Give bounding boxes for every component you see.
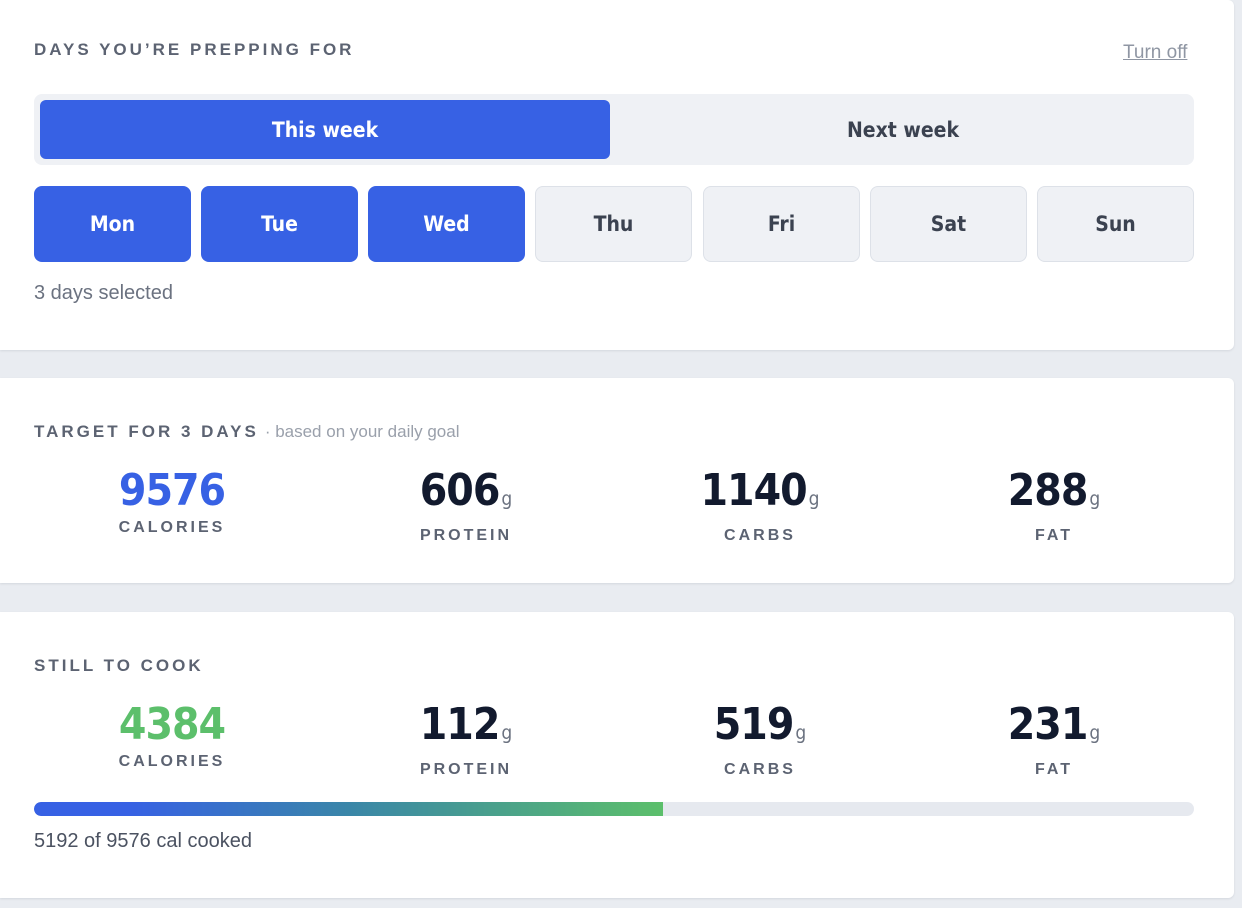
target-protein: 606 g PROTEIN: [341, 465, 591, 545]
day-selector: Mon Tue Wed Thu Fri Sat Sun: [34, 186, 1194, 262]
day-sat-button[interactable]: Sat: [870, 186, 1027, 262]
cook-fat-value-wrap: 231 g: [929, 699, 1179, 759]
prep-days-title: DAYS YOU’RE PREPPING FOR: [34, 40, 355, 59]
day-thu-button[interactable]: Thu: [535, 186, 692, 262]
cook-fat-label: FAT: [1034, 761, 1074, 778]
target-fat-label: FAT: [1034, 527, 1074, 544]
target-title: TARGET FOR 3 DAYS · based on your daily g…: [34, 422, 460, 442]
cook-protein-value: 112: [419, 699, 501, 750]
cook-title: STILL TO COOK: [34, 656, 204, 675]
cook-protein: 112 g PROTEIN: [341, 699, 591, 779]
cook-calories-value: 4384: [118, 699, 226, 750]
next-week-button[interactable]: Next week: [846, 117, 960, 142]
prep-days-card: DAYS YOU’RE PREPPING FOR Turn off This w…: [0, 0, 1234, 350]
target-subtitle: · based on your daily goal: [264, 422, 460, 441]
cook-calories-label: CALORIES: [118, 753, 226, 770]
cook-progress-fill: [34, 802, 663, 816]
target-carbs-unit: g: [808, 488, 820, 510]
target-carbs-value-wrap: 1140 g: [635, 465, 885, 525]
target-calories-label: CALORIES: [118, 519, 226, 536]
cook-carbs-value: 519: [713, 699, 795, 750]
this-week-button[interactable]: This week: [40, 100, 610, 159]
target-protein-value-wrap: 606 g: [341, 465, 591, 525]
day-mon-button[interactable]: Mon: [34, 186, 191, 262]
turn-off-link[interactable]: Turn off: [1123, 42, 1188, 63]
target-title-text: TARGET FOR 3 DAYS: [34, 422, 259, 441]
cook-protein-label: PROTEIN: [419, 761, 513, 778]
cook-carbs: 519 g CARBS: [635, 699, 885, 779]
cook-fat-unit: g: [1089, 722, 1101, 744]
target-card: TARGET FOR 3 DAYS · based on your daily g…: [0, 378, 1234, 583]
days-selected-count: 3 days selected: [34, 282, 173, 304]
cook-progress-bar: [34, 802, 1194, 816]
day-sun-button[interactable]: Sun: [1037, 186, 1194, 262]
target-carbs: 1140 g CARBS: [635, 465, 885, 545]
cook-protein-unit: g: [501, 722, 513, 744]
day-wed-button[interactable]: Wed: [368, 186, 525, 262]
target-calories: 9576 CALORIES: [47, 465, 297, 537]
still-to-cook-card: STILL TO COOK 4384 CALORIES 112 g PROTEIN…: [0, 612, 1234, 898]
target-carbs-label: CARBS: [724, 527, 796, 544]
day-fri-button[interactable]: Fri: [703, 186, 860, 262]
target-calories-value: 9576: [118, 465, 226, 516]
cook-fat: 231 g FAT: [929, 699, 1179, 779]
cook-progress-text: 5192 of 9576 cal cooked: [34, 830, 252, 852]
cook-fat-value: 231: [1007, 699, 1089, 750]
cook-carbs-label: CARBS: [724, 761, 796, 778]
cook-carbs-unit: g: [795, 722, 807, 744]
cook-protein-value-wrap: 112 g: [341, 699, 591, 759]
week-toggle: This week Next week: [34, 94, 1194, 165]
target-carbs-value: 1140: [700, 465, 807, 516]
target-protein-label: PROTEIN: [419, 527, 513, 544]
target-fat: 288 g FAT: [929, 465, 1179, 545]
target-fat-unit: g: [1089, 488, 1101, 510]
day-tue-button[interactable]: Tue: [201, 186, 358, 262]
target-fat-value: 288: [1007, 465, 1089, 516]
cook-carbs-value-wrap: 519 g: [635, 699, 885, 759]
cook-calories: 4384 CALORIES: [47, 699, 297, 771]
target-protein-value: 606: [419, 465, 501, 516]
target-protein-unit: g: [501, 488, 513, 510]
target-fat-value-wrap: 288 g: [929, 465, 1179, 525]
